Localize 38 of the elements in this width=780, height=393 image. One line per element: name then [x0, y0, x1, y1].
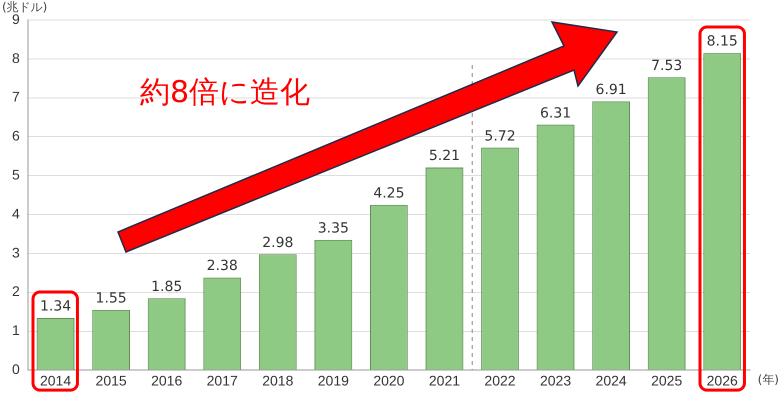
data-label: 5.21 — [428, 148, 460, 164]
y-tick-label: 5 — [12, 166, 20, 183]
data-label: 1.55 — [96, 290, 127, 307]
data-label: 5.72 — [484, 128, 516, 144]
y-tick-label: 3 — [12, 244, 20, 260]
x-axis-title: (年) — [758, 372, 779, 386]
x-tick-label: 2017 — [206, 372, 238, 388]
data-label: 7.53 — [651, 58, 682, 74]
y-tick-label: 1 — [12, 322, 20, 338]
data-label: 2.98 — [262, 234, 294, 251]
y-tick-label: 0 — [12, 361, 20, 378]
x-tick-label: 2026 — [706, 372, 738, 388]
x-tick-label: 2016 — [151, 372, 182, 388]
y-tick-label: 2 — [12, 283, 20, 300]
y-tick-label: 7 — [12, 88, 20, 105]
x-tick-label: 2020 — [373, 372, 405, 388]
data-label: 1.34 — [40, 298, 72, 315]
data-label: 6.31 — [540, 105, 572, 122]
data-label: 4.25 — [373, 185, 404, 202]
x-tick-label: 2015 — [96, 372, 127, 388]
data-label: 8.15 — [706, 34, 738, 50]
x-tick-label: 2025 — [651, 372, 682, 388]
x-tick-label: 2023 — [540, 372, 572, 388]
x-tick-label: 2018 — [262, 372, 294, 388]
data-label: 1.85 — [151, 278, 182, 295]
x-tick-label: 2021 — [428, 372, 460, 388]
data-label: 3.35 — [318, 220, 349, 236]
annotation: 約8倍に造化 — [140, 74, 310, 112]
x-tick-label: 2014 — [40, 372, 72, 388]
y-tick-label: 6 — [12, 128, 20, 144]
x-tick-label: 2022 — [484, 372, 516, 388]
y-axis-title: (兆ドル) — [2, 0, 48, 14]
x-tick-label: 2019 — [318, 372, 350, 388]
data-label: 6.91 — [596, 82, 627, 98]
y-tick-label: 4 — [12, 205, 20, 222]
y-tick-label: 8 — [12, 50, 20, 66]
x-tick-label: 2024 — [596, 372, 627, 388]
data-label: 2.38 — [206, 258, 238, 274]
